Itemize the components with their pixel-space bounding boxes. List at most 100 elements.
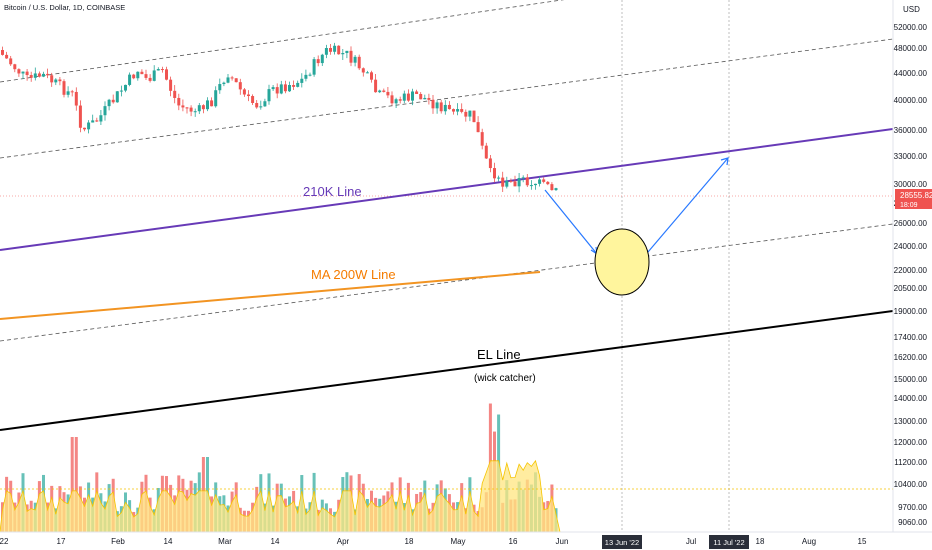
price-tick-label: 9060.00 [898,518,927,527]
time-axis-panel[interactable] [0,532,893,550]
candle-body [411,91,414,101]
label-210k: 210K Line [303,184,362,199]
date-badge-jul-11 [709,535,749,549]
candle-body [357,56,361,69]
price-tick-label: 48000.00 [894,44,928,53]
candle-body [402,93,406,101]
candle-body [173,90,177,98]
time-tick-label: 14 [164,537,173,546]
candle-body [329,48,332,52]
candle-body [251,96,255,103]
candle-body [480,132,484,146]
currency-label: USD [903,5,920,14]
candle-body [210,100,214,107]
channel-top-line [0,0,565,83]
candle-body [271,87,275,90]
candle-body [296,82,300,87]
candle-body [337,45,341,55]
candle-body [83,127,86,130]
candle-body [345,50,349,54]
candle-body [361,68,365,73]
time-tick-label: 17 [57,537,66,546]
candle-body [17,69,21,74]
candle-body [21,71,25,74]
candle-body [218,84,222,91]
candle-body [415,91,419,94]
candle-body [255,102,259,108]
candle-body [353,56,357,63]
candle-body [99,115,103,122]
time-tick-label: 16 [509,537,518,546]
candle-body [349,50,353,63]
candle-body [386,91,390,96]
chart-title: Bitcoin / U.S. Dollar, 1D, COINBASE [4,3,125,12]
candle-body [542,179,546,182]
candle-body [124,84,127,91]
candle-body [91,120,95,123]
candle-body [378,90,382,93]
candle-body [1,50,4,55]
arrow-head-up [720,157,729,166]
candle-body [394,99,398,104]
price-tick-label: 44000.00 [894,69,928,78]
countdown-timer: 18:09 [900,202,918,209]
candle-body [29,75,33,78]
candle-body [525,177,529,186]
candle-body [374,79,378,93]
price-tick-label: 16200.00 [894,353,928,362]
projection-up-arrow [647,157,729,253]
candle-body [160,69,164,71]
candle-body [443,104,447,112]
candle-body [247,94,250,97]
price-tick-label: 26000.00 [894,219,928,228]
candle-body [509,180,513,182]
candle-body [398,99,402,101]
candle-body [488,158,492,169]
candle-body [144,74,148,78]
candle-body [312,59,316,75]
candle-body [300,78,304,83]
candle-body [419,93,423,100]
candle-body [316,59,320,64]
time-tick-label: 18 [756,537,765,546]
candle-body [501,177,505,187]
candle-body [292,85,296,87]
candle-body [111,99,115,103]
time-tick-label: 18 [405,537,414,546]
candle-body [70,91,74,93]
candle-body [431,99,435,109]
candle-body [283,84,287,92]
price-tick-label: 12000.00 [894,438,928,447]
candle-body [341,53,345,55]
candle-body [181,105,185,108]
candle-body [214,90,218,107]
candle-body [390,95,394,104]
candle-body [304,74,308,79]
time-tick-label: 15 [858,537,867,546]
candle-body [521,177,525,179]
candle-body [447,104,451,110]
candle-body [365,72,369,74]
price-tick-label: 13000.00 [894,417,928,426]
candle-body [493,168,496,179]
candle-body [275,87,279,94]
candle-body [87,122,91,130]
price-tick-label: 14000.00 [894,394,928,403]
price-tick-label: 9700.00 [898,503,927,512]
time-tick-label: May [450,537,465,546]
candle-body [406,93,410,101]
candle-body [13,64,17,70]
projection-path [544,157,729,256]
time-tick-label: Apr [337,537,350,546]
price-tick-label: 10400.00 [894,480,928,489]
price-tick-label: 30000.00 [894,180,928,189]
candle-body [550,184,554,191]
line-210k [0,128,894,251]
candle-body [62,81,66,95]
candle-body [333,45,337,52]
price-axis-ticks: 52000.00 48000.00 44000.00 40000.00 36000.00… [894,23,928,527]
price-axis-panel[interactable] [893,0,932,532]
candle-body [382,90,386,92]
